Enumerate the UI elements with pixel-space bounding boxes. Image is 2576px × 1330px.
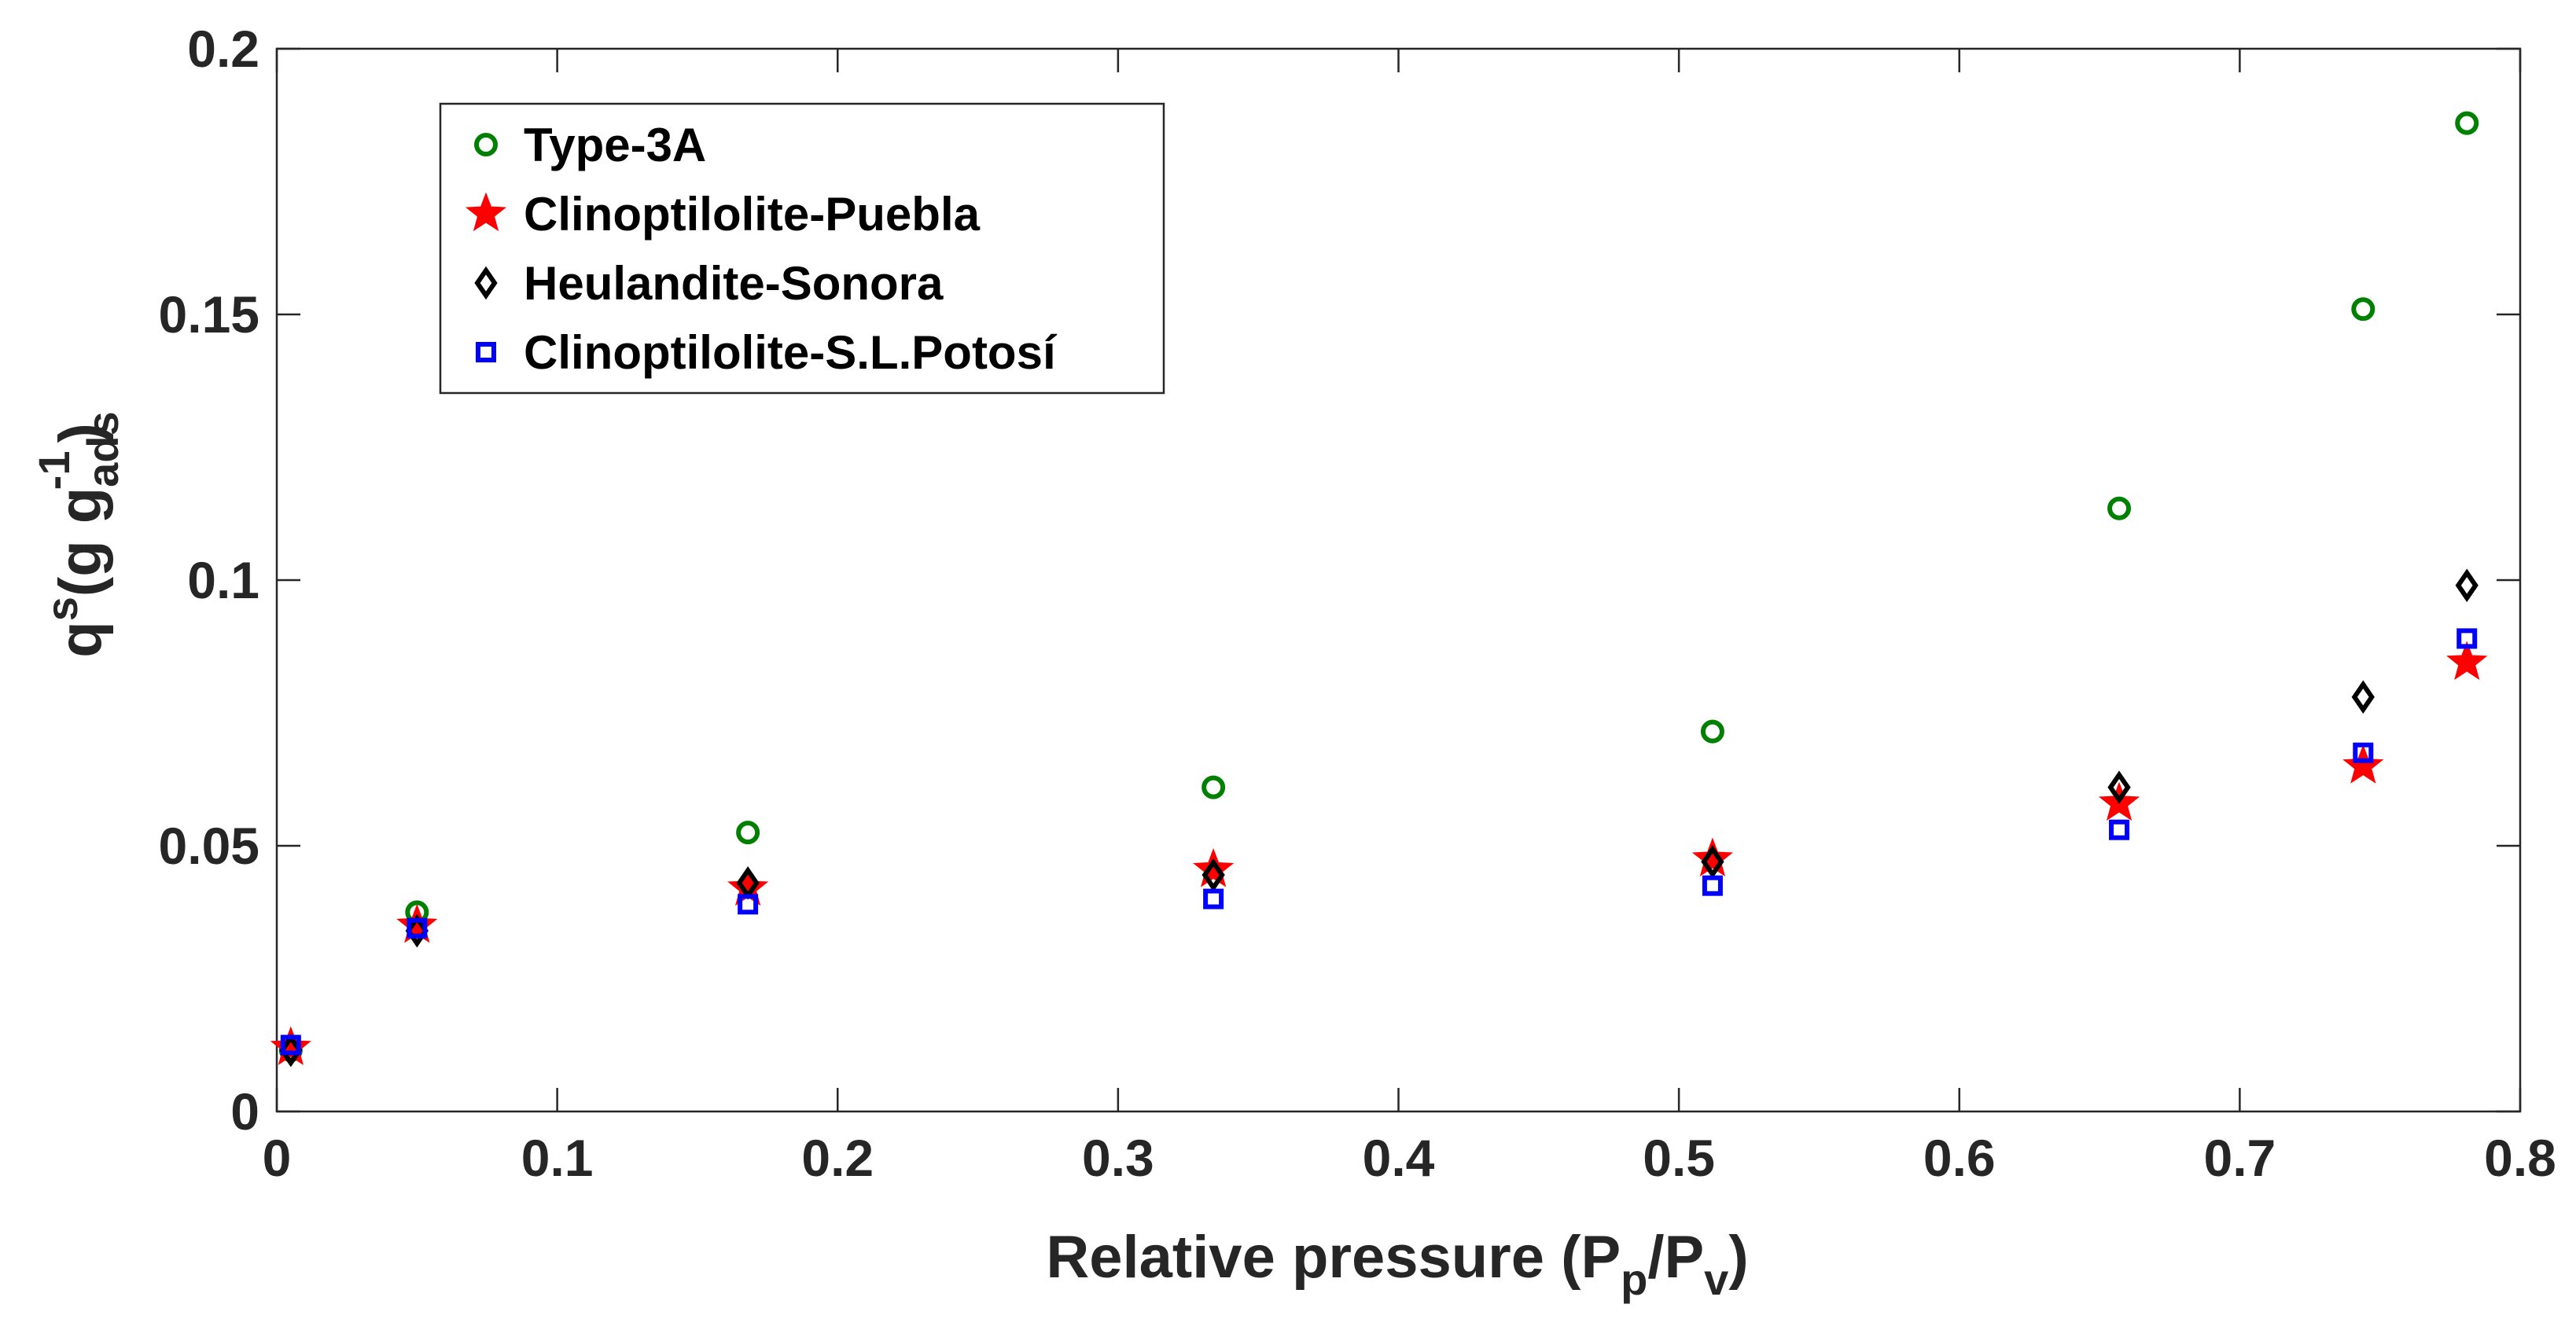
x-tick-label: 0.1 [521,1129,594,1187]
square-point [1702,875,1723,896]
star-point [1691,837,1733,877]
circle-point [2107,496,2132,520]
legend-label: Clinoptilolite-S.L.Potosí [524,326,1058,379]
circle-point [2455,111,2479,135]
square-point [280,1034,301,1056]
diamond-point [2455,568,2478,603]
x-tick-label: 0.5 [1643,1129,1715,1187]
legend-square-icon [476,342,496,362]
y-tick-label: 0.1 [187,551,259,609]
x-tick-label: 0.8 [2484,1129,2556,1187]
diamond-point [2351,680,2375,715]
star-point [2446,641,2488,680]
y-axis: 0 0.05 0.1 0.15 0.2 [159,20,2520,1141]
square-point [2456,628,2478,649]
legend: Type-3A Clinoptilolite-Puebla Heulandite-S… [439,102,1165,395]
star-point [270,1026,311,1066]
circle-point [736,821,760,845]
x-tick-label: 0.3 [1082,1129,1154,1187]
circle-point [1700,719,1724,744]
series-Clinoptilolite-S.L.Potosí [280,628,2478,1056]
square-point [2109,819,2130,840]
legend-label: Clinoptilolite-Puebla [524,188,981,241]
circle-point [1202,775,1226,799]
square-point [407,917,428,939]
x-axis-label: Relative pressure (Pp/Pv) [1046,1224,1748,1304]
diamond-point [1701,844,1724,879]
x-tick-label: 0.4 [1363,1129,1435,1187]
legend-label: Heulandite-Sonora [524,257,944,310]
y-tick-label: 0.2 [187,20,259,78]
star-point [1193,847,1235,887]
legend-circle-icon [474,133,498,156]
y-tick-label: 0 [230,1082,259,1141]
legend-label: Type-3A [524,119,706,171]
y-tick-label: 0.05 [159,817,259,875]
legend-diamond-icon [474,266,498,300]
diamond-point [2107,770,2131,804]
data-markers [270,111,2488,1067]
y-tick-label: 0.15 [159,285,259,344]
x-tick-label: 0.2 [801,1129,874,1187]
y-axis-label: qs(g gads-1) [29,411,127,657]
square-point [738,894,759,915]
x-axis: 0 0.1 0.2 0.3 0.4 0.5 0.6 0.7 0.8 [263,49,2556,1187]
x-tick-label: 0 [263,1129,292,1187]
diamond-point [1202,858,1225,892]
circle-point [2351,297,2375,321]
legend-box [439,102,1165,395]
legend-star-icon [465,192,507,232]
square-point [2353,742,2374,763]
star-point [2342,744,2384,784]
square-point [1203,888,1224,909]
x-tick-label: 0.6 [1923,1129,1996,1187]
x-tick-label: 0.7 [2204,1129,2276,1187]
